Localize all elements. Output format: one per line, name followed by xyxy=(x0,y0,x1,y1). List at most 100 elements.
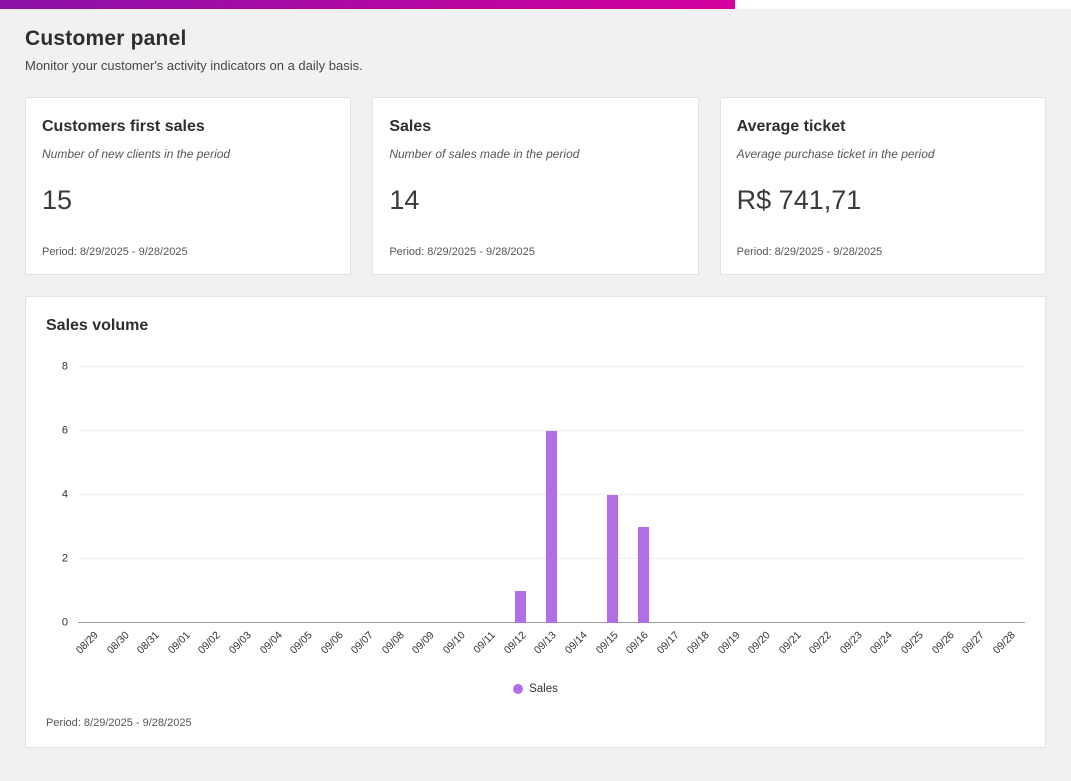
chart-column xyxy=(964,367,995,623)
x-axis-label: 09/04 xyxy=(257,629,285,657)
card-average-ticket: Average ticket Average purchase ticket i… xyxy=(719,97,1046,275)
gridline xyxy=(78,430,1025,431)
card-title: Customers first sales xyxy=(42,118,205,135)
x-label-cell: 09/25 xyxy=(899,623,934,679)
x-label-cell: 09/15 xyxy=(593,623,628,679)
x-label-cell: 09/22 xyxy=(807,623,842,679)
x-label-cell: 09/04 xyxy=(257,623,292,679)
chart-column xyxy=(628,367,659,623)
x-axis-label: 09/16 xyxy=(623,629,651,657)
x-label-cell: 09/09 xyxy=(410,623,445,679)
chart-bar[interactable] xyxy=(637,527,649,623)
chart-bar[interactable] xyxy=(515,591,527,623)
chart-column xyxy=(994,367,1025,623)
x-axis-label: 09/02 xyxy=(196,629,224,657)
x-axis-label: 09/01 xyxy=(165,629,193,657)
x-label-cell: 09/01 xyxy=(166,623,201,679)
card-value: 14 xyxy=(389,185,420,215)
x-axis-label: 09/24 xyxy=(868,629,896,657)
x-label-cell: 09/07 xyxy=(348,623,384,679)
card-sales: Sales Number of sales made in the period… xyxy=(372,97,699,275)
chart-bar[interactable] xyxy=(607,495,619,623)
chart-column xyxy=(231,367,262,623)
chart-column xyxy=(78,367,109,623)
chart-bar[interactable] xyxy=(545,431,557,623)
chart-column xyxy=(933,367,964,623)
x-label-cell: 09/05 xyxy=(287,623,323,679)
x-label-cell: 09/18 xyxy=(684,623,720,679)
card-period: Period: 8/29/2025 - 9/28/2025 xyxy=(42,246,188,258)
x-axis-label: 09/05 xyxy=(287,629,315,657)
chart-column xyxy=(383,367,414,623)
x-label-cell: 09/13 xyxy=(532,623,567,679)
chart-column xyxy=(872,367,903,623)
chart-title: Sales volume xyxy=(46,317,149,334)
page-header: Customer panel Monitor your customer's a… xyxy=(0,9,1071,73)
y-tick-label: 2 xyxy=(61,552,68,565)
x-axis-label: 09/03 xyxy=(226,629,254,657)
x-axis-label: 09/07 xyxy=(348,629,376,657)
y-tick-label: 8 xyxy=(61,360,68,373)
x-label-cell: 09/21 xyxy=(777,623,812,679)
chart-column xyxy=(200,367,231,623)
chart-x-axis: 08/29 08/30 08/31 09/01 09/02 09/03 09/04 09/05… xyxy=(73,623,1025,679)
x-label-cell: 09/06 xyxy=(318,623,353,679)
x-axis-label: 09/12 xyxy=(501,629,529,657)
x-axis-label: 08/29 xyxy=(73,629,102,657)
x-axis-label: 09/21 xyxy=(776,629,804,657)
x-label-cell: 09/02 xyxy=(196,623,231,679)
card-period: Period: 8/29/2025 - 9/28/2025 xyxy=(736,246,883,258)
chart-column xyxy=(842,367,873,623)
x-label-cell: 09/10 xyxy=(441,623,476,679)
chart-column xyxy=(719,367,750,623)
x-label-cell: 09/11 xyxy=(471,623,506,679)
chart-legend[interactable]: Sales xyxy=(46,683,1025,695)
chart-column xyxy=(689,367,720,623)
card-value: R$ 741,71 xyxy=(736,185,862,215)
legend-sales-dot xyxy=(513,684,524,694)
chart-column xyxy=(170,367,201,623)
x-label-cell: 09/27 xyxy=(959,623,995,679)
chart-column xyxy=(567,367,598,623)
gridline xyxy=(78,366,1025,367)
chart-column xyxy=(903,367,934,623)
x-axis-label: 09/18 xyxy=(684,629,712,657)
chart-plot-outer: 08/29 08/30 08/31 09/01 09/02 09/03 09/04 09/05… xyxy=(73,366,1025,679)
page-subtitle: Monitor your customer's activity indicat… xyxy=(25,58,363,73)
legend-sales-label: Sales xyxy=(529,683,558,695)
card-subtitle: Number of new clients in the period xyxy=(42,147,231,161)
chart-column xyxy=(597,367,628,623)
x-label-cell: 08/30 xyxy=(105,623,140,679)
x-label-cell: 09/26 xyxy=(929,623,964,679)
x-label-cell: 09/20 xyxy=(746,623,781,679)
chart-column xyxy=(506,367,537,623)
y-tick-label: 0 xyxy=(61,616,68,629)
x-axis-label: 09/25 xyxy=(898,629,926,657)
chart-column xyxy=(658,367,689,623)
x-axis-label: 09/26 xyxy=(929,629,957,657)
x-axis-label: 09/22 xyxy=(807,629,835,657)
x-axis-label: 09/11 xyxy=(471,629,499,656)
top-gradient-bar xyxy=(0,0,735,9)
x-axis-label: 09/14 xyxy=(562,629,590,657)
x-label-cell: 09/24 xyxy=(868,623,903,679)
chart-column xyxy=(781,367,812,623)
x-label-cell: 09/23 xyxy=(838,623,873,679)
x-axis-label: 09/13 xyxy=(532,629,560,657)
x-axis-label: 09/15 xyxy=(593,629,621,657)
chart-column xyxy=(445,367,476,623)
card-value: 15 xyxy=(42,185,73,215)
card-title: Sales xyxy=(389,118,432,135)
x-axis-label: 09/27 xyxy=(959,629,987,657)
chart-column xyxy=(292,367,323,623)
chart-column xyxy=(261,367,292,623)
x-label-cell: 09/28 xyxy=(990,623,1025,679)
chart-y-axis: 0 2 4 6 8 xyxy=(46,361,78,628)
top-progress-track xyxy=(0,0,1071,9)
chart-column xyxy=(475,367,506,623)
card-customers-first-sales: Customers first sales Number of new clie… xyxy=(25,97,352,275)
x-axis-label: 09/17 xyxy=(654,629,682,657)
kpi-cards-row: Customers first sales Number of new clie… xyxy=(0,73,1071,275)
